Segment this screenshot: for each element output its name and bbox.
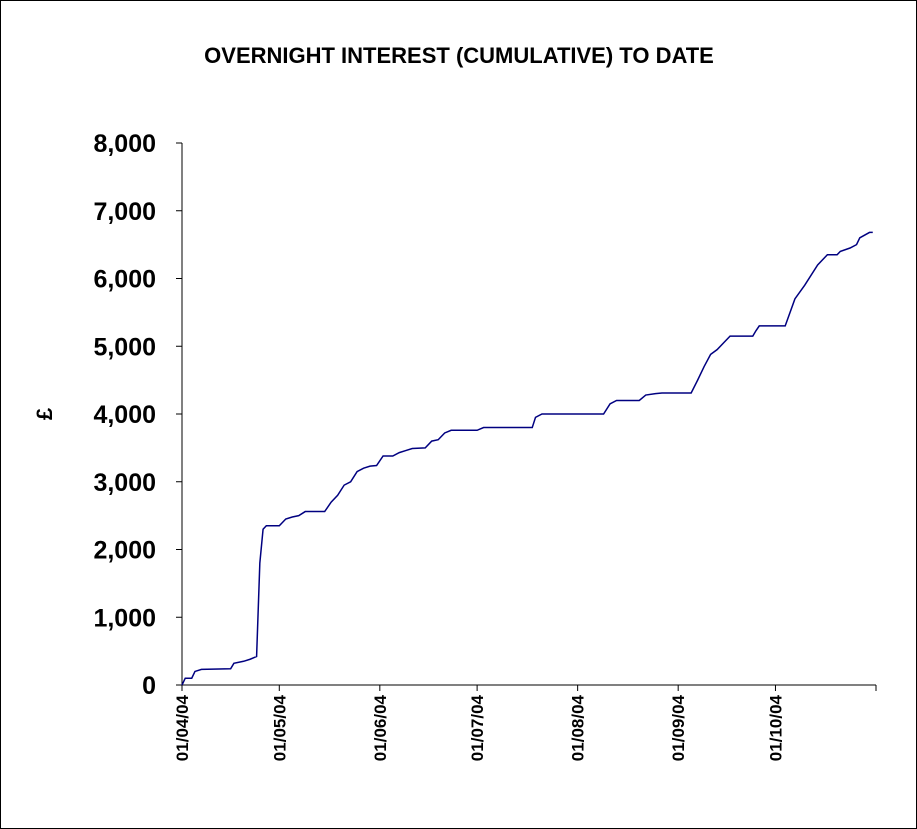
y-tick-label: 2,000: [93, 537, 156, 565]
x-tick-label: 01/08/04: [569, 694, 588, 761]
x-tick-label: 01/05/04: [270, 694, 289, 761]
y-tick-label: 4,000: [93, 401, 156, 429]
y-tick-label: 7,000: [93, 198, 156, 226]
x-tick-label: 01/06/04: [371, 694, 390, 761]
y-tick-label: 5,000: [93, 333, 156, 361]
x-tick-label: 01/09/04: [669, 694, 688, 761]
y-tick-label: 0: [142, 672, 156, 700]
line: [181, 231, 873, 686]
x-tick-label: 01/10/04: [766, 694, 785, 761]
y-tick-label: 1,000: [93, 604, 156, 632]
x-tick-label: 01/07/04: [468, 694, 487, 761]
chart-title: OVERNIGHT INTEREST (CUMULATIVE) TO DATE: [204, 43, 714, 68]
y-tick-label: 3,000: [93, 469, 156, 497]
y-tick-label: 6,000: [93, 266, 156, 294]
y-axis-label: £: [32, 407, 57, 420]
y-tick-label: 8,000: [93, 130, 156, 158]
x-tick-label: 01/04/04: [173, 694, 192, 761]
